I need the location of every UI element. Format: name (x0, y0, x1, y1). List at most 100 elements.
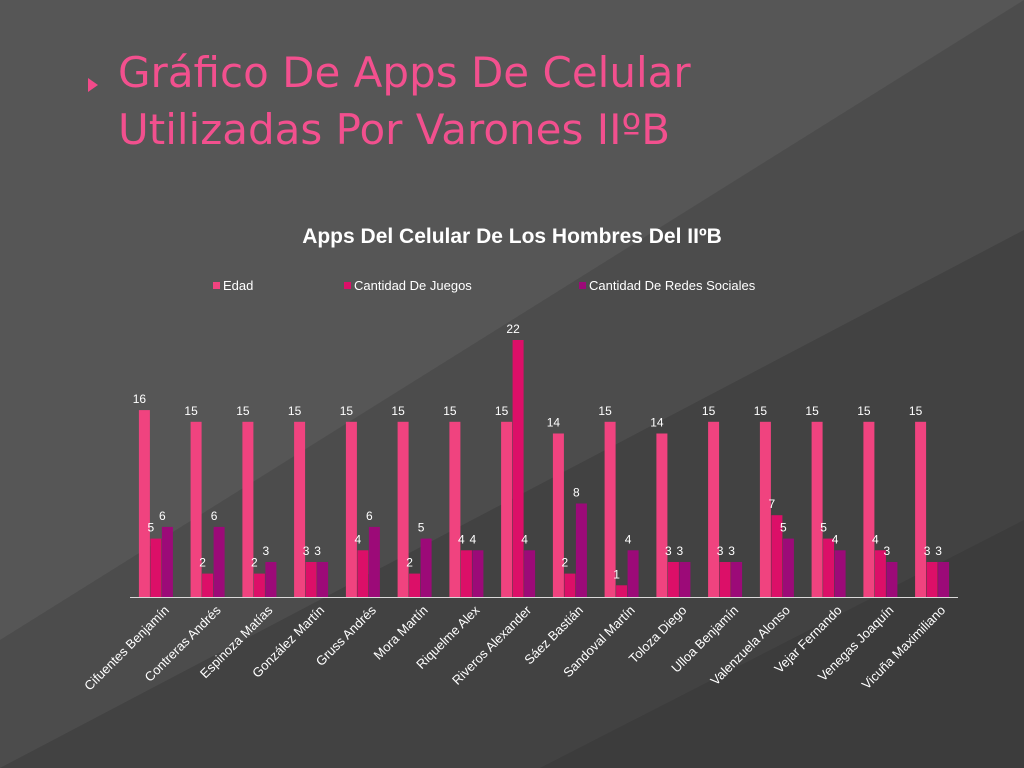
slide-title-line-1: Gráfico De Apps De Celular (118, 48, 691, 97)
data-label-cantidad-de-redes-sociales-venegas-joaquin: 3 (884, 544, 891, 558)
data-label-cantidad-de-redes-sociales-espinoza-matias: 3 (263, 544, 270, 558)
data-label-cantidad-de-juegos-mora-martin: 2 (406, 556, 413, 570)
bar-cantidad-de-juegos-cifuentes-benjamin (150, 538, 162, 597)
bar-cantidad-de-redes-sociales-gruss-andres (368, 526, 380, 597)
bar-cantidad-de-redes-sociales-gonzalez-martin (317, 562, 329, 597)
bar-cantidad-de-juegos-valenzuela-alonso (771, 515, 783, 597)
data-label-cantidad-de-juegos-contreras-andres: 2 (199, 556, 206, 570)
data-label-cantidad-de-redes-sociales-valenzuela-alonso: 5 (780, 521, 787, 535)
data-label-edad-gruss-andres: 15 (340, 404, 354, 418)
data-label-cantidad-de-juegos-gruss-andres: 4 (355, 532, 362, 546)
data-label-cantidad-de-juegos-riquelme-alex: 4 (458, 532, 465, 546)
slide-title: Gráfico De Apps De Celular Utilizadas Po… (118, 44, 998, 158)
data-label-cantidad-de-juegos-vicuna-maximiliano: 3 (924, 544, 931, 558)
bar-edad-gonzalez-martin (294, 421, 306, 597)
data-label-cantidad-de-juegos-vejar-fernando: 5 (820, 521, 827, 535)
legend-label-cantidad-de-juegos: Cantidad De Juegos (354, 278, 472, 293)
bar-cantidad-de-juegos-riveros-alexander (512, 340, 524, 597)
data-label-cantidad-de-redes-sociales-gruss-andres: 6 (366, 509, 373, 523)
title-bullet-icon (88, 78, 98, 92)
legend-swatch-cantidad-de-juegos (344, 282, 351, 289)
bar-cantidad-de-juegos-gonzalez-martin (305, 562, 317, 597)
legend-swatch-edad (213, 282, 220, 289)
bar-cantidad-de-juegos-sandoval-martin (616, 585, 628, 597)
bar-cantidad-de-redes-sociales-riquelme-alex (472, 550, 484, 597)
data-label-edad-riquelme-alex: 15 (443, 404, 457, 418)
bar-cantidad-de-redes-sociales-vicuna-maximiliano (938, 562, 950, 597)
bar-cantidad-de-juegos-contreras-andres (202, 573, 214, 597)
data-label-edad-sandoval-martin: 15 (598, 404, 612, 418)
slide-title-line-2: Utilizadas Por Varones IIºB (118, 105, 671, 154)
bar-edad-riquelme-alex (449, 421, 461, 597)
data-label-cantidad-de-redes-sociales-riveros-alexander: 4 (521, 532, 528, 546)
data-label-cantidad-de-redes-sociales-ulloa-benjamin: 3 (728, 544, 735, 558)
data-label-cantidad-de-juegos-cifuentes-benjamin: 5 (148, 521, 155, 535)
data-label-cantidad-de-redes-sociales-vejar-fernando: 4 (832, 532, 839, 546)
data-label-edad-toloza-diego: 14 (650, 416, 664, 430)
data-label-cantidad-de-juegos-saez-bastian: 2 (562, 556, 569, 570)
bar-edad-ulloa-benjamin (708, 421, 720, 597)
bar-cantidad-de-juegos-venegas-joaquin (874, 550, 886, 597)
bar-cantidad-de-redes-sociales-espinoza-matias (265, 562, 277, 597)
bar-cantidad-de-juegos-mora-martin (409, 573, 421, 597)
bar-edad-cifuentes-benjamin (138, 410, 150, 597)
data-label-cantidad-de-redes-sociales-vicuna-maximiliano: 3 (935, 544, 942, 558)
data-label-cantidad-de-juegos-toloza-diego: 3 (665, 544, 672, 558)
data-label-cantidad-de-redes-sociales-riquelme-alex: 4 (470, 532, 477, 546)
bar-cantidad-de-redes-sociales-mora-martin (420, 538, 432, 597)
chart-bars (138, 340, 950, 597)
bar-cantidad-de-redes-sociales-cifuentes-benjamin (161, 526, 173, 597)
bar-cantidad-de-juegos-vejar-fernando (823, 538, 835, 597)
data-label-edad-ulloa-benjamin: 15 (702, 404, 716, 418)
bar-edad-espinoza-matias (242, 421, 254, 597)
bar-cantidad-de-juegos-riquelme-alex (460, 550, 472, 597)
data-label-edad-riveros-alexander: 15 (495, 404, 509, 418)
data-label-cantidad-de-redes-sociales-contreras-andres: 6 (211, 509, 218, 523)
bar-edad-riveros-alexander (501, 421, 513, 597)
bar-edad-mora-martin (397, 421, 409, 597)
data-label-cantidad-de-juegos-espinoza-matias: 2 (251, 556, 258, 570)
bar-cantidad-de-juegos-vicuna-maximiliano (926, 562, 938, 597)
data-label-edad-espinoza-matias: 15 (236, 404, 250, 418)
bar-cantidad-de-redes-sociales-sandoval-martin (627, 550, 639, 597)
data-label-edad-gonzalez-martin: 15 (288, 404, 302, 418)
bar-cantidad-de-redes-sociales-vejar-fernando (834, 550, 846, 597)
data-label-edad-vicuna-maximiliano: 15 (909, 404, 923, 418)
bar-cantidad-de-juegos-toloza-diego (667, 562, 679, 597)
data-label-edad-saez-bastian: 14 (547, 416, 561, 430)
bar-cantidad-de-juegos-espinoza-matias (253, 573, 265, 597)
data-label-cantidad-de-juegos-gonzalez-martin: 3 (303, 544, 310, 558)
bar-cantidad-de-juegos-ulloa-benjamin (719, 562, 731, 597)
bar-cantidad-de-juegos-saez-bastian (564, 573, 576, 597)
data-label-edad-contreras-andres: 15 (184, 404, 198, 418)
data-label-cantidad-de-juegos-sandoval-martin: 1 (613, 567, 620, 581)
bar-cantidad-de-redes-sociales-ulloa-benjamin (731, 562, 743, 597)
data-label-cantidad-de-juegos-riveros-alexander: 22 (506, 322, 520, 336)
legend-label-cantidad-de-redes-sociales: Cantidad De Redes Sociales (589, 278, 756, 293)
data-label-edad-valenzuela-alonso: 15 (754, 404, 768, 418)
legend-swatch-cantidad-de-redes-sociales (579, 282, 586, 289)
data-label-cantidad-de-redes-sociales-mora-martin: 5 (418, 521, 425, 535)
bar-edad-sandoval-martin (604, 421, 616, 597)
legend-label-edad: Edad (223, 278, 253, 293)
data-label-cantidad-de-redes-sociales-toloza-diego: 3 (677, 544, 684, 558)
bar-edad-gruss-andres (345, 421, 357, 597)
data-label-cantidad-de-redes-sociales-sandoval-martin: 4 (625, 532, 632, 546)
bar-cantidad-de-redes-sociales-valenzuela-alonso (782, 538, 794, 597)
bar-edad-vicuna-maximiliano (915, 421, 927, 597)
bar-cantidad-de-redes-sociales-toloza-diego (679, 562, 691, 597)
bar-edad-valenzuela-alonso (759, 421, 771, 597)
bar-cantidad-de-redes-sociales-saez-bastian (575, 503, 587, 597)
bar-edad-contreras-andres (190, 421, 202, 597)
chart-title: Apps Del Celular De Los Hombres Del IIºB (302, 225, 722, 248)
bar-cantidad-de-redes-sociales-venegas-joaquin (886, 562, 898, 597)
data-label-edad-mora-martin: 15 (391, 404, 405, 418)
chart-legend: Edad Cantidad De Juegos Cantidad De Redes … (213, 278, 756, 293)
data-label-cantidad-de-redes-sociales-gonzalez-martin: 3 (314, 544, 321, 558)
bar-edad-saez-bastian (552, 433, 564, 597)
bar-edad-vejar-fernando (811, 421, 823, 597)
bar-edad-venegas-joaquin (863, 421, 875, 597)
